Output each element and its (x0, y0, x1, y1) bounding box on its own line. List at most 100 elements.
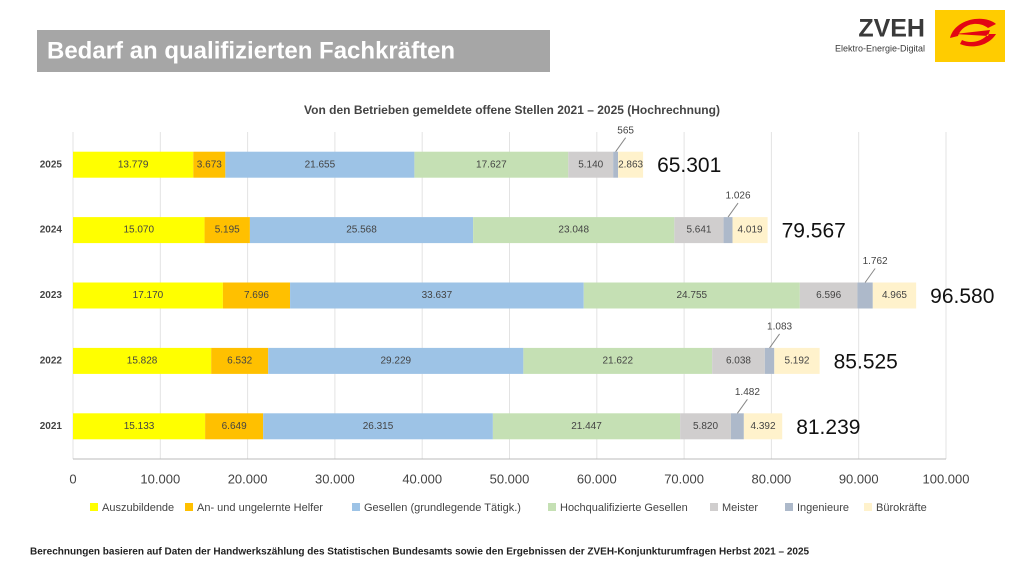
leader-line (727, 202, 739, 218)
x-tick-label: 40.000 (402, 471, 442, 486)
bar-segment (193, 151, 226, 178)
x-tick-label: 20.000 (228, 471, 268, 486)
bar-segment (73, 347, 212, 374)
bar-segment (764, 347, 775, 374)
bar-segment (204, 217, 250, 244)
total-label: 96.580 (930, 285, 994, 308)
value-label: 7.696 (244, 290, 269, 301)
value-label: 4.019 (738, 225, 763, 236)
value-label: 29.229 (380, 356, 411, 367)
bar-segment (613, 151, 619, 178)
bar-segment (730, 413, 744, 440)
bar-segment (473, 217, 675, 244)
value-label: 21.622 (602, 356, 633, 367)
x-tick-label: 30.000 (315, 471, 355, 486)
legend-swatch (785, 503, 793, 511)
x-tick-label: 70.000 (664, 471, 704, 486)
bar-segment (568, 151, 614, 178)
y-tick-label: 2024 (40, 225, 63, 236)
x-tick-label: 90.000 (839, 471, 879, 486)
bar-segment (73, 413, 206, 440)
bar-segment (222, 282, 291, 309)
value-label: 1.762 (863, 256, 888, 267)
x-tick-label: 10.000 (140, 471, 180, 486)
chart-title: Von den Betrieben gemeldete offene Stell… (304, 103, 720, 117)
leader-line (736, 399, 748, 414)
value-label: 2.863 (618, 159, 643, 170)
bar-segment (674, 217, 724, 244)
legend-swatch (185, 503, 193, 511)
value-label: 15.828 (127, 356, 158, 367)
value-label: 15.070 (123, 225, 154, 236)
value-label: 5.192 (784, 356, 809, 367)
bar-segment (732, 217, 768, 244)
title-box (37, 30, 550, 72)
bar-segment (414, 151, 569, 178)
bar-segment (857, 282, 873, 309)
bar-segment (268, 347, 524, 374)
total-label: 65.301 (657, 154, 721, 177)
leader-line (615, 137, 627, 152)
bar-segment (492, 413, 681, 440)
legend-label: Auszubildende (102, 502, 174, 514)
value-label: 565 (617, 125, 634, 136)
legend-label: Ingenieure (797, 502, 849, 514)
bar-segment (73, 217, 205, 244)
value-label: 6.038 (726, 356, 751, 367)
value-label: 5.820 (693, 421, 718, 432)
y-tick-label: 2021 (40, 421, 63, 432)
value-label: 15.133 (124, 421, 155, 432)
bar-segment (774, 347, 820, 374)
value-label: 23.048 (558, 225, 589, 236)
bar-segment (723, 217, 733, 244)
bar-segment (712, 347, 765, 374)
x-tick-label: 100.000 (923, 471, 970, 486)
bar-segment (205, 413, 264, 440)
bar-segment (743, 413, 783, 440)
leader-line (769, 333, 780, 349)
x-tick-label: 0 (69, 471, 76, 486)
y-tick-label: 2023 (40, 290, 63, 301)
legend-swatch (710, 503, 718, 511)
y-tick-label: 2025 (40, 159, 63, 170)
legend-label: An- und ungelernte Helfer (197, 502, 323, 514)
value-label: 26.315 (363, 421, 394, 432)
value-label: 21.655 (305, 159, 336, 170)
value-label: 6.596 (816, 290, 841, 301)
value-label: 1.482 (735, 387, 760, 398)
logo-symbol (950, 18, 996, 47)
value-label: 5.641 (686, 225, 711, 236)
total-label: 85.525 (834, 350, 898, 373)
bar-segment (73, 151, 194, 178)
value-label: 3.673 (197, 159, 222, 170)
legend-label: Bürokräfte (876, 502, 927, 514)
value-label: 1.083 (767, 322, 792, 333)
value-label: 13.779 (118, 159, 149, 170)
legend-label: Meister (722, 502, 758, 514)
legend-swatch (352, 503, 360, 511)
bar-segment (799, 282, 858, 309)
x-tick-label: 50.000 (490, 471, 530, 486)
logo-text: ZVEH (858, 15, 925, 43)
value-label: 25.568 (346, 225, 377, 236)
value-label: 4.392 (751, 421, 776, 432)
value-label: 6.532 (227, 356, 252, 367)
value-label: 6.649 (222, 421, 247, 432)
legend-swatch (90, 503, 98, 511)
bar-segment (73, 282, 223, 309)
bar-segment (263, 413, 493, 440)
value-label: 21.447 (571, 421, 602, 432)
value-label: 1.026 (726, 191, 751, 202)
total-label: 81.239 (796, 416, 860, 439)
value-label: 5.140 (578, 159, 603, 170)
bar-segment (249, 217, 474, 244)
leader-line (864, 268, 876, 283)
value-label: 5.195 (215, 225, 240, 236)
slide-title: Bedarf an qualifizierten Fachkräften (47, 37, 455, 64)
value-label: 24.755 (676, 290, 707, 301)
legend-label: Hochqualifizierte Gesellen (560, 502, 688, 514)
legend-swatch (548, 503, 556, 511)
value-label: 17.627 (476, 159, 507, 170)
